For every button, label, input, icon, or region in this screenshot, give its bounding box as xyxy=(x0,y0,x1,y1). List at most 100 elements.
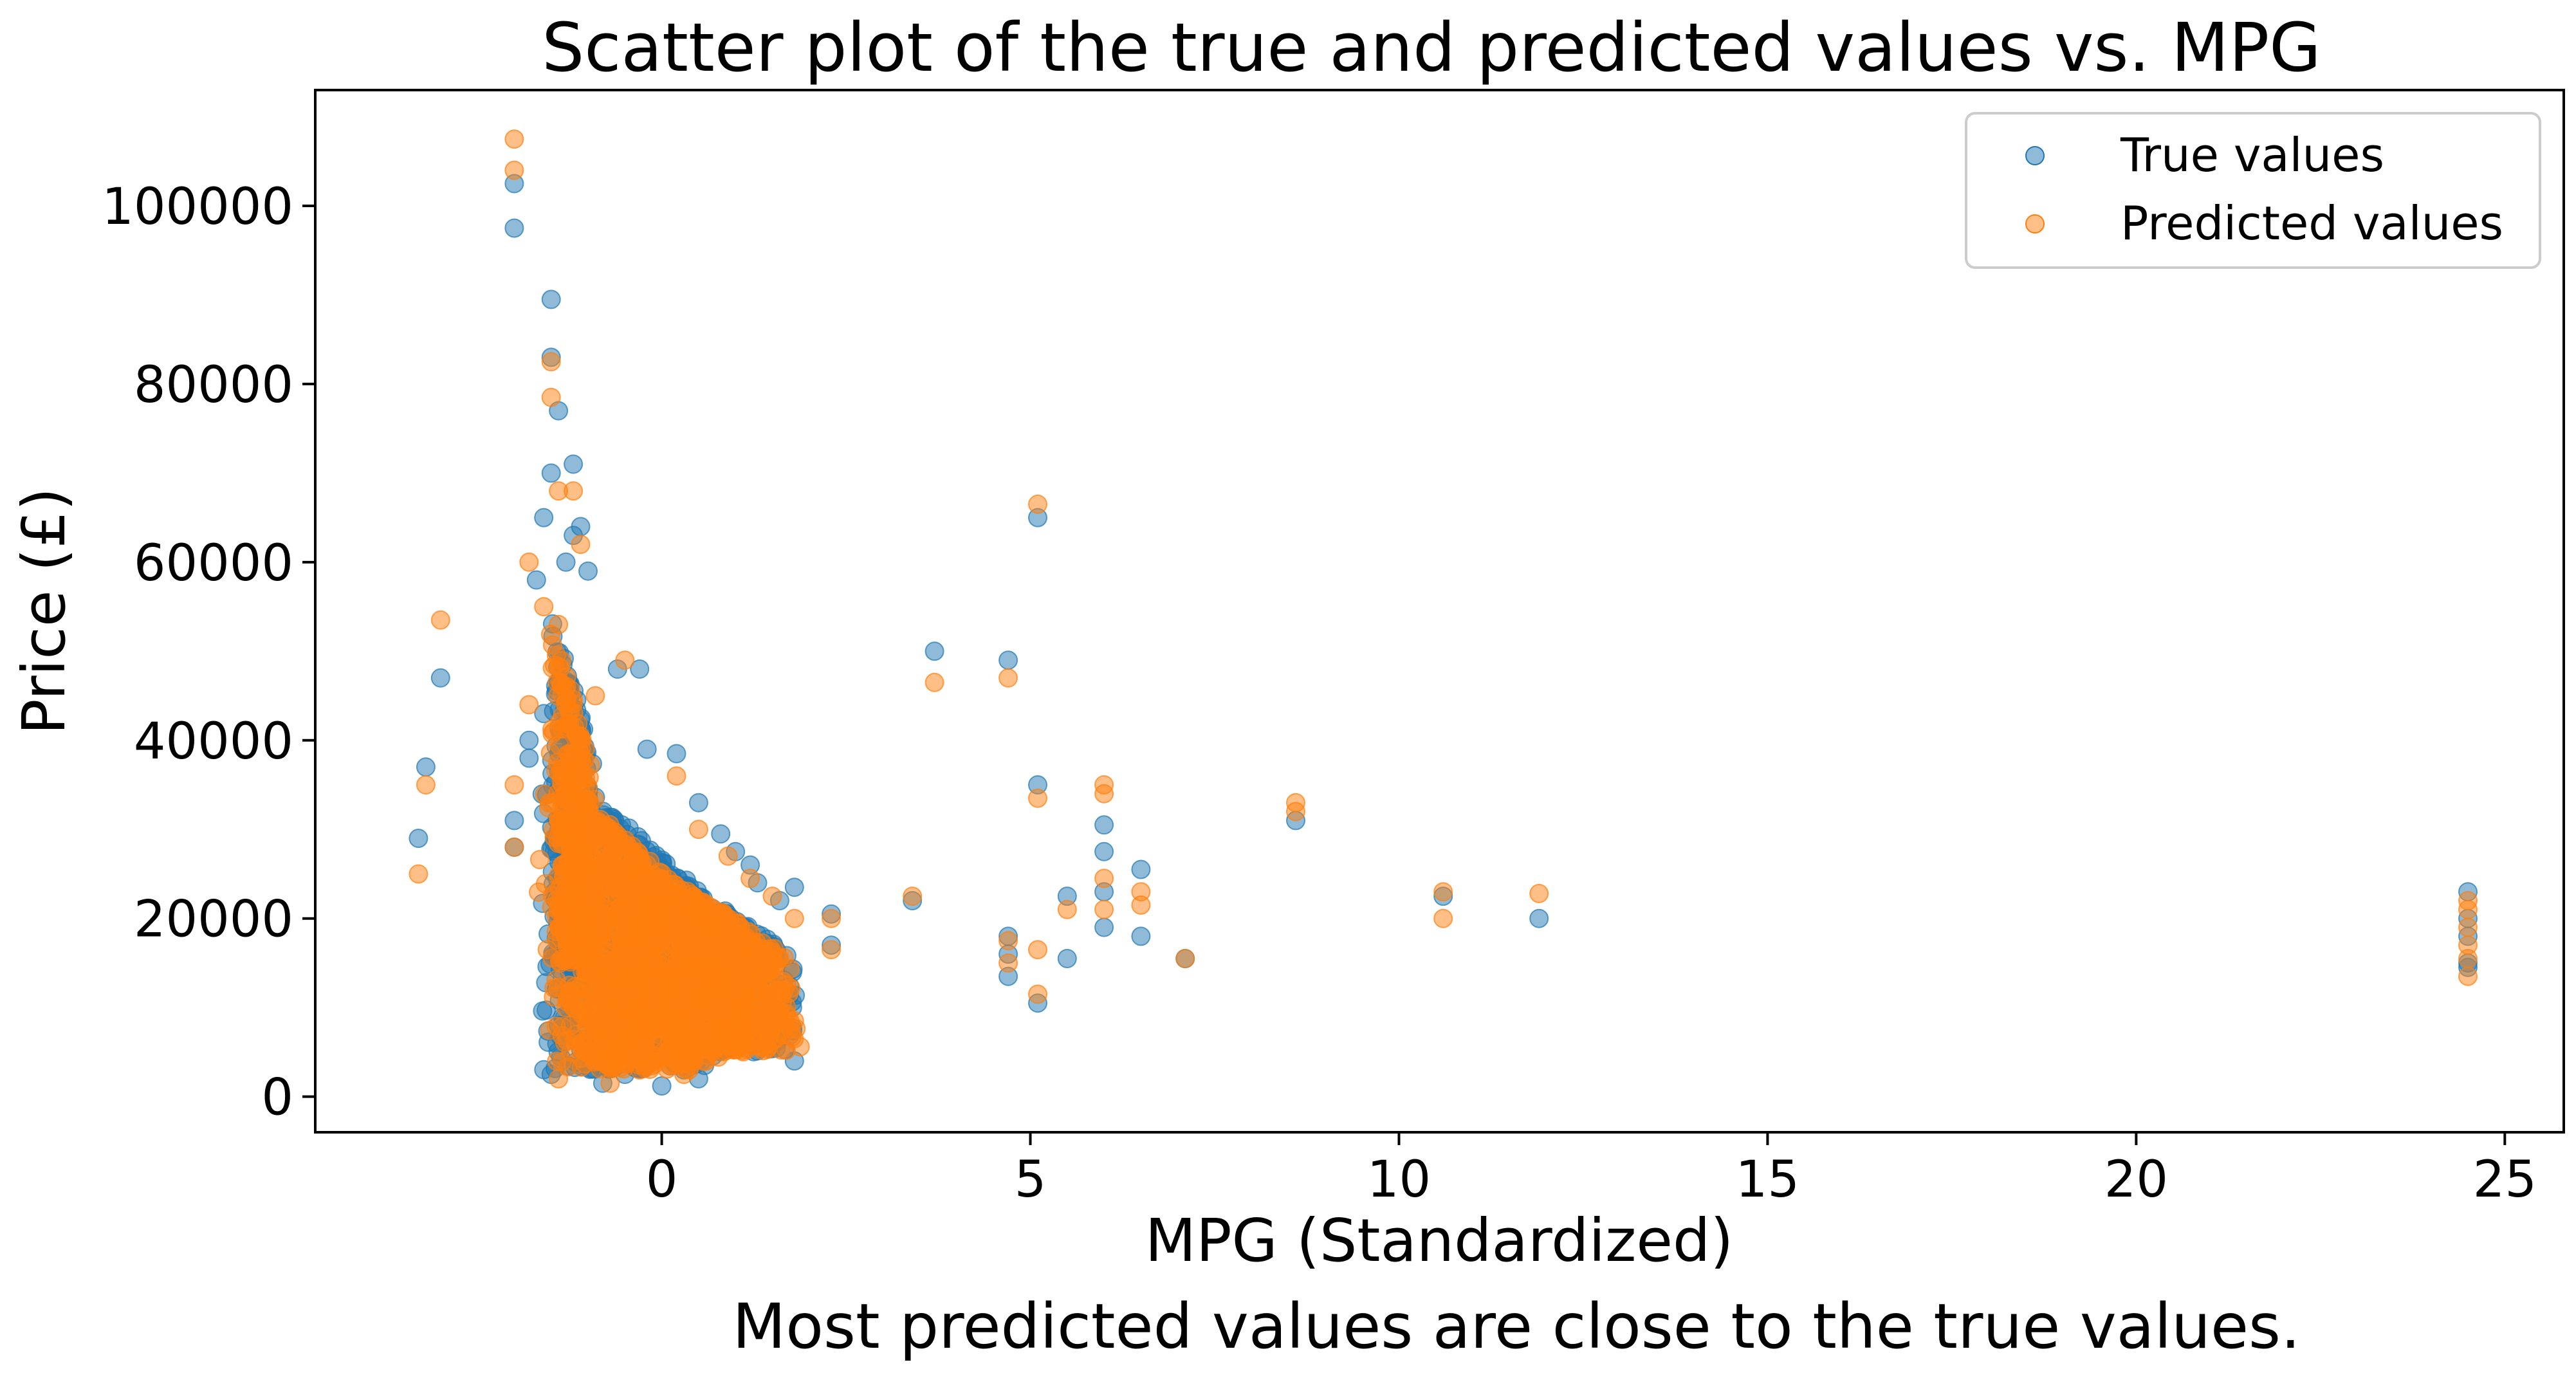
x-tick-label: 10 xyxy=(1367,1151,1431,1209)
predicted-value-point xyxy=(1028,788,1047,808)
true-value-point xyxy=(1131,926,1151,946)
predicted-value-point xyxy=(822,940,842,960)
predicted-value-point xyxy=(619,966,638,986)
predicted-value-point xyxy=(575,904,595,924)
predicted-value-point xyxy=(654,998,674,1018)
predicted-value-point xyxy=(784,908,804,928)
predicted-value-point xyxy=(628,1043,648,1063)
true-value-point xyxy=(416,757,436,777)
predicted-value-point xyxy=(550,672,570,692)
predicted-value-point xyxy=(567,787,586,807)
predicted-value-point xyxy=(721,937,741,957)
predicted-value-point xyxy=(569,942,589,962)
x-tick-label: 20 xyxy=(2104,1151,2168,1209)
predicted-value-point xyxy=(617,1015,637,1034)
scatter-points xyxy=(409,129,2478,1096)
y-tick-label: 20000 xyxy=(134,891,293,949)
chart-title: Scatter plot of the true and predicted v… xyxy=(542,8,2321,87)
true-value-point xyxy=(504,218,524,238)
predicted-value-point xyxy=(612,869,632,889)
predicted-value-point xyxy=(534,597,554,617)
predicted-value-point xyxy=(718,846,738,866)
predicted-value-point xyxy=(657,1059,677,1079)
x-tick-label: 5 xyxy=(1015,1151,1047,1209)
predicted-value-point xyxy=(758,1016,778,1036)
predicted-value-point xyxy=(1028,984,1047,1004)
predicted-value-point xyxy=(737,977,757,997)
predicted-value-point xyxy=(667,766,686,786)
true-value-point xyxy=(1094,841,1114,861)
predicted-value-point xyxy=(541,352,561,372)
legend-label-true: True values xyxy=(2120,128,2384,182)
y-axis-label: Price (£) xyxy=(10,488,78,735)
true-value-point xyxy=(667,744,686,764)
true-value-point xyxy=(925,641,944,661)
predicted-value-point xyxy=(1094,868,1114,888)
predicted-value-point xyxy=(758,1038,778,1058)
predicted-value-point xyxy=(1175,949,1195,968)
y-tick-label: 100000 xyxy=(102,178,293,236)
predicted-value-point xyxy=(822,908,842,928)
true-value-point xyxy=(556,552,576,572)
x-tick-label: 25 xyxy=(2473,1151,2537,1209)
predicted-value-point xyxy=(564,481,584,501)
predicted-value-point xyxy=(721,1025,741,1045)
x-axis-label: MPG (Standardized) xyxy=(1145,1206,1734,1275)
plot-frame xyxy=(314,89,2565,1134)
predicted-value-point xyxy=(647,1031,667,1051)
predicted-value-point xyxy=(586,1003,606,1023)
predicted-value-point xyxy=(621,942,641,962)
y-tick-label: 0 xyxy=(261,1069,293,1127)
predicted-value-point xyxy=(2458,949,2478,968)
predicted-value-point xyxy=(557,769,577,789)
predicted-value-point xyxy=(670,1007,690,1027)
true-value-point xyxy=(688,793,708,813)
predicted-value-point xyxy=(648,935,667,955)
predicted-value-point xyxy=(681,919,701,939)
predicted-value-point xyxy=(1433,908,1453,928)
predicted-value-point xyxy=(2458,899,2478,919)
predicted-value-point xyxy=(529,850,549,870)
predicted-value-point xyxy=(552,719,572,739)
predicted-value-point xyxy=(1028,940,1047,960)
predicted-value-point xyxy=(571,535,591,555)
predicted-value-point xyxy=(609,1035,629,1054)
predicted-value-point xyxy=(1131,895,1151,915)
true-value-point xyxy=(564,454,584,474)
true-value-point xyxy=(409,829,428,849)
predicted-value-point xyxy=(567,841,587,861)
predicted-value-point xyxy=(642,896,662,915)
true-value-point xyxy=(533,1001,553,1021)
predicted-value-point xyxy=(610,991,630,1011)
predicted-value-point xyxy=(584,857,603,877)
predicted-value-point xyxy=(416,775,436,795)
true-value-point xyxy=(541,463,561,483)
legend-box xyxy=(1965,112,2541,269)
predicted-value-point xyxy=(541,387,561,407)
predicted-value-point xyxy=(998,931,1018,951)
true-value-point xyxy=(998,650,1018,670)
predicted-value-point xyxy=(552,1052,572,1072)
predicted-value-point xyxy=(1529,883,1549,903)
predicted-value-point xyxy=(1094,784,1114,804)
predicted-value-point xyxy=(779,983,799,1003)
true-value-point xyxy=(1094,917,1114,937)
predicted-value-point xyxy=(786,1019,806,1038)
predicted-value-point xyxy=(558,989,578,1009)
x-tick-label: 15 xyxy=(1736,1151,1799,1209)
true-value-point xyxy=(652,1076,672,1096)
predicted-value-point xyxy=(925,672,944,692)
predicted-value-point xyxy=(699,953,719,973)
predicted-value-point xyxy=(1433,882,1453,902)
true-value-point xyxy=(711,824,731,844)
predicted-value-point xyxy=(600,907,620,927)
predicted-value-point xyxy=(593,1031,612,1051)
predicted-value-point xyxy=(409,864,428,884)
predicted-value-point xyxy=(688,820,708,840)
predicted-value-point xyxy=(1057,899,1077,919)
true-value-point xyxy=(1131,859,1151,879)
predicted-value-point xyxy=(2458,917,2478,937)
true-value-point xyxy=(1529,908,1549,928)
true-value-point xyxy=(526,570,546,590)
predicted-value-point xyxy=(551,953,570,973)
